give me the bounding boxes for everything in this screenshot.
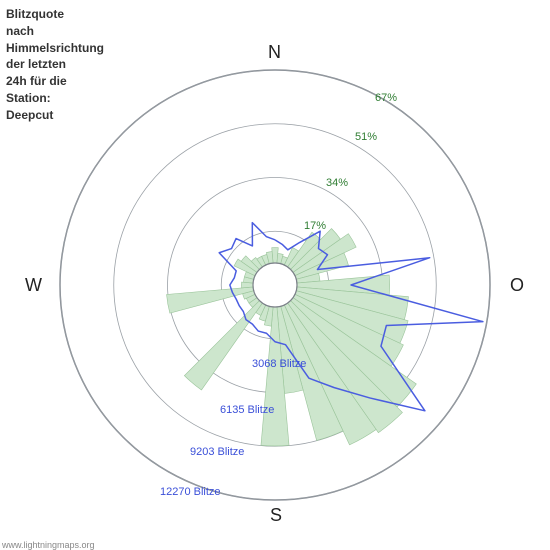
ring-label: 3068 Blitze xyxy=(252,358,306,370)
chart-title: Blitzquote nach Himmelsrichtung der letz… xyxy=(6,6,104,124)
dir-label-w: W xyxy=(25,275,42,296)
ring-label: 12270 Blitze xyxy=(160,486,221,498)
footer-credit: www.lightningmaps.org xyxy=(2,540,95,550)
dir-label-s: S xyxy=(270,505,282,526)
pct-label: 34% xyxy=(326,177,348,189)
dir-label-n: N xyxy=(268,42,281,63)
pct-label: 51% xyxy=(355,131,377,143)
ring-label: 6135 Blitze xyxy=(220,404,274,416)
pct-label: 67% xyxy=(375,92,397,104)
chart-container: Blitzquote nach Himmelsrichtung der letz… xyxy=(0,0,550,550)
ring-label: 9203 Blitze xyxy=(190,446,244,458)
pct-label: 17% xyxy=(304,220,326,232)
dir-label-e: O xyxy=(510,275,524,296)
